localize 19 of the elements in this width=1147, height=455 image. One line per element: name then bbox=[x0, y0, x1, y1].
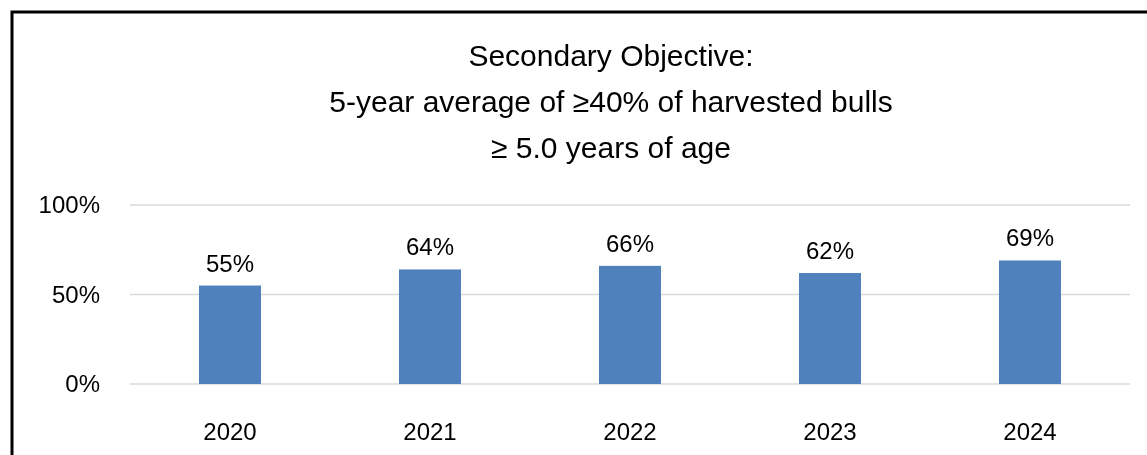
y-tick-label: 100% bbox=[38, 191, 100, 219]
bar bbox=[399, 269, 461, 384]
data-label: 69% bbox=[1005, 224, 1055, 252]
bar bbox=[799, 273, 861, 384]
y-tick-label: 0% bbox=[65, 370, 100, 398]
x-tick-label: 2021 bbox=[403, 418, 457, 445]
chart-title: Secondary Objective: 5-year average of ≥40% of harvested bulls ≥ 5.0 years of age bbox=[329, 39, 893, 164]
y-tick-label: 50% bbox=[51, 280, 100, 308]
data-label: 64% bbox=[405, 233, 455, 261]
bar bbox=[599, 265, 661, 384]
data-label: 55% bbox=[205, 249, 255, 277]
bar bbox=[199, 285, 261, 384]
x-tick-label: 2024 bbox=[1003, 418, 1057, 445]
x-tick-label: 2022 bbox=[603, 418, 657, 445]
data-label: 62% bbox=[805, 237, 855, 265]
bar bbox=[999, 260, 1061, 384]
x-tick-label: 2023 bbox=[803, 418, 857, 445]
data-label: 66% bbox=[605, 229, 655, 257]
x-tick-label: 2020 bbox=[203, 418, 257, 445]
